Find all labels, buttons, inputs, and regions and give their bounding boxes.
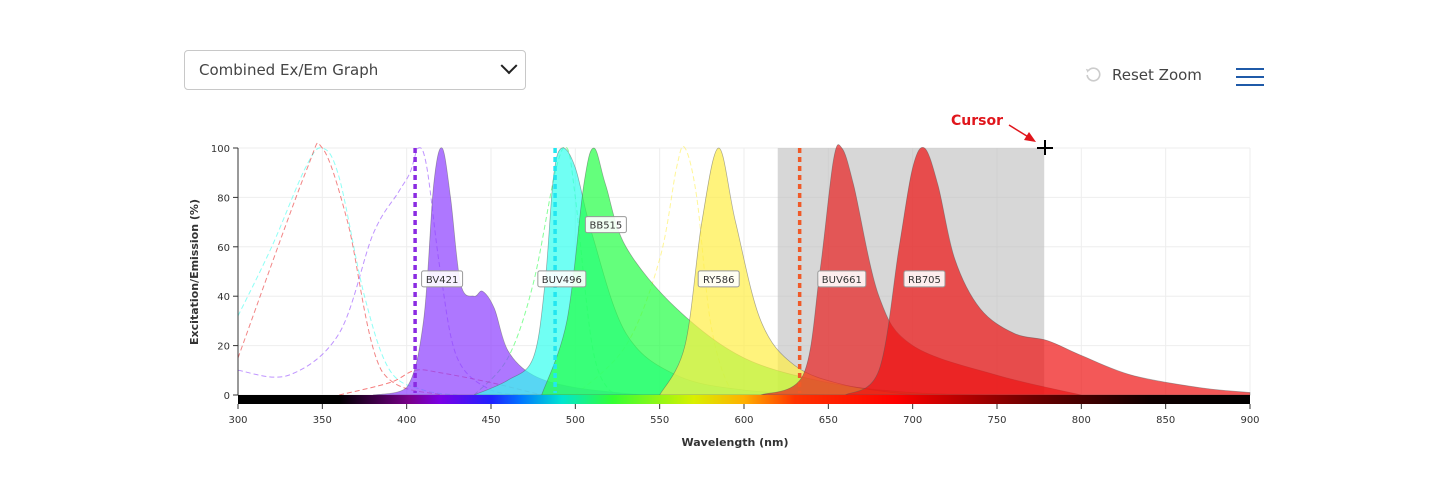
x-tick-label: 850 <box>1156 415 1175 426</box>
series-label-box <box>421 270 464 288</box>
reset-zoom-label: Reset Zoom <box>1112 66 1202 84</box>
y-tick-label: 20 <box>217 342 230 353</box>
x-tick-label: 600 <box>734 415 753 426</box>
series-label-buv496: BUV496 <box>537 270 587 288</box>
crosshair-cursor-icon <box>1037 140 1053 155</box>
y-tick-label: 40 <box>217 292 230 303</box>
x-tick-label: 550 <box>650 415 669 426</box>
y-tick-label: 60 <box>217 243 230 254</box>
graph-type-select[interactable]: Combined Ex/Em Graph <box>184 50 526 90</box>
x-tick-label: 350 <box>313 415 332 426</box>
y-tick-label: 100 <box>211 144 230 155</box>
series-label-box <box>817 270 867 288</box>
series-label-box <box>903 270 946 288</box>
wavelength-spectrum-bar <box>238 395 1250 404</box>
series-label-text: BB515 <box>589 221 622 232</box>
x-tick-label: 500 <box>566 415 585 426</box>
x-tick-label: 900 <box>1240 415 1259 426</box>
series-label-buv661: BUV661 <box>817 270 867 288</box>
rotate-ccw-icon <box>1085 67 1101 82</box>
series-label-text: BUV661 <box>822 275 862 286</box>
y-tick-label: 80 <box>217 193 230 204</box>
series-label-text: BV421 <box>426 275 458 286</box>
series-label-text: RY586 <box>703 275 735 286</box>
y-tick-label: 0 <box>224 391 230 402</box>
series-label-ry586: RY586 <box>697 270 740 288</box>
emission-area-rb705 <box>844 146 1251 396</box>
series-label-box <box>584 216 627 234</box>
graph-type-value: Combined Ex/Em Graph <box>199 61 379 79</box>
reset-zoom-button[interactable]: Reset Zoom <box>1084 66 1202 84</box>
series-label-box <box>697 270 740 288</box>
excitation-curve-buv661 <box>237 142 441 396</box>
series-label-text: RB705 <box>908 275 941 286</box>
series-label-box <box>537 270 587 288</box>
series-label-bb515: BB515 <box>584 216 627 234</box>
x-tick-label: 450 <box>481 415 500 426</box>
x-tick-label: 750 <box>987 415 1006 426</box>
excitation-curve-buv496 <box>237 147 458 396</box>
x-tick-label: 700 <box>903 415 922 426</box>
y-axis-label: Excitation/Emission (%) <box>188 199 201 345</box>
series-label-bv421: BV421 <box>421 270 464 288</box>
x-tick-label: 800 <box>1072 415 1091 426</box>
x-tick-label: 300 <box>228 415 247 426</box>
series-label-rb705: RB705 <box>903 270 946 288</box>
cursor-annotation: Cursor <box>951 113 1004 129</box>
cursor-arrow <box>1008 124 1036 142</box>
hamburger-menu-icon[interactable] <box>1236 68 1264 86</box>
x-tick-label: 400 <box>397 415 416 426</box>
series-label-text: BUV496 <box>542 275 582 286</box>
x-axis-label: Wavelength (nm) <box>682 436 789 449</box>
x-tick-label: 650 <box>819 415 838 426</box>
